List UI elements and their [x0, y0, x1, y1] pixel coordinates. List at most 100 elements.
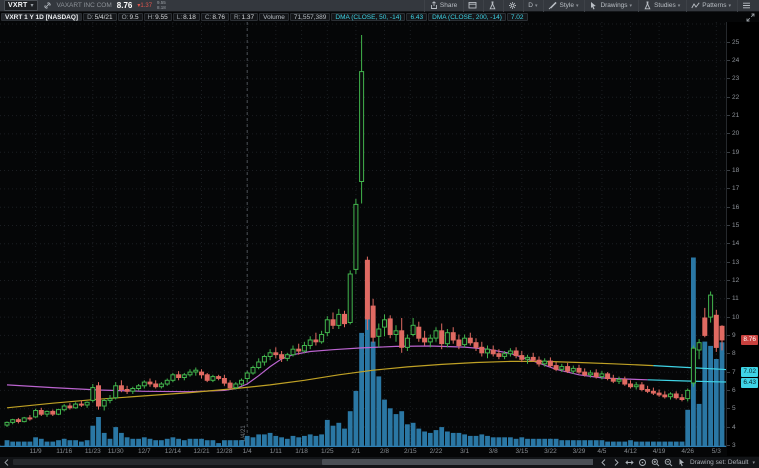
volume-bar — [56, 440, 61, 446]
drawing-set-label[interactable]: Drawing set: Default — [689, 459, 749, 466]
candle-down — [96, 385, 101, 407]
header-segment-9[interactable]: DMA (CLOSE, 50, -14) — [331, 13, 406, 21]
volume-bar — [84, 440, 90, 446]
volume-bar — [496, 437, 502, 446]
candle-up — [599, 373, 605, 378]
day-high: 9.55 — [157, 0, 166, 5]
candle-up — [587, 372, 593, 376]
dma-projection-200 — [653, 365, 727, 371]
time-label: 11/23 — [84, 448, 101, 455]
panel-button[interactable] — [463, 0, 481, 12]
candle-down — [422, 337, 428, 343]
volume-bar — [673, 441, 679, 446]
price-tick: 16 — [727, 203, 739, 212]
pan-left-button[interactable] — [599, 458, 608, 467]
volume-bar — [456, 432, 462, 446]
chart-settings-button[interactable] — [503, 0, 521, 12]
volume-bar — [244, 435, 250, 447]
cursor-icon — [589, 1, 598, 10]
panel-icon — [468, 1, 477, 10]
volume-bar — [616, 441, 622, 446]
volume-bar — [21, 441, 27, 446]
time-label: 12/14 — [164, 448, 182, 455]
candle-up — [101, 400, 107, 407]
drawings-button[interactable]: Drawings ▾ — [584, 0, 636, 12]
volume-bar — [90, 425, 96, 446]
link-icon[interactable] — [43, 1, 52, 10]
volume-bar — [302, 435, 307, 447]
candle-down — [342, 313, 347, 325]
volume-bar — [639, 441, 645, 446]
chevron-down-icon: ▾ — [30, 2, 34, 9]
expand-icon[interactable] — [743, 13, 758, 21]
time-label: 1/11 — [269, 448, 282, 455]
volume-bar — [159, 440, 164, 446]
header-segment-7[interactable]: Volume — [259, 13, 289, 21]
candle-down — [673, 393, 679, 399]
candle-up — [410, 324, 416, 335]
pan-right-button[interactable] — [612, 458, 621, 467]
price-tick: 5 — [727, 404, 736, 413]
candle-up — [525, 356, 530, 360]
auto-scale-button[interactable] — [625, 458, 634, 467]
patterns-button[interactable]: Patterns ▾ — [686, 0, 735, 12]
quick-study-button[interactable] — [483, 0, 501, 12]
zoom-out-button[interactable] — [664, 458, 673, 467]
time-label: 11/30 — [107, 448, 124, 455]
volume-bar — [445, 431, 450, 446]
volume-bar — [593, 440, 599, 446]
volume-bar — [33, 437, 38, 446]
time-label: 4/26 — [681, 448, 695, 455]
zoom-in-button[interactable] — [651, 458, 660, 467]
dma-projection-50 — [647, 379, 727, 383]
studies-button[interactable]: Studies ▾ — [638, 0, 684, 12]
volume-bar — [319, 434, 324, 446]
volume-bar — [399, 411, 405, 446]
chart-menu-button[interactable] — [737, 0, 755, 12]
price-axis[interactable]: 3 4 5 6 7 8 9 10 11 12 13 14 15 16 17 18 19 20 21 22 23 24 25 8… — [726, 22, 759, 456]
share-button[interactable]: Share — [423, 0, 461, 12]
volume-bar — [27, 441, 33, 446]
candle-up — [485, 348, 490, 354]
candle-down — [713, 314, 719, 348]
volume-bar — [222, 440, 227, 446]
price-change: ▾1.37 — [137, 3, 153, 9]
header-segment-0[interactable]: VXRT 1 Y 1D [NASDAQ] — [1, 13, 83, 21]
candle-down — [650, 390, 656, 394]
pointer-mode-button[interactable] — [677, 458, 686, 467]
volume-bar — [708, 345, 713, 446]
volume-bar — [107, 438, 113, 447]
aggregation-button[interactable]: D ▾ — [523, 0, 541, 12]
time-label: 2/15 — [403, 448, 417, 455]
candle-down — [50, 410, 56, 415]
scrollbar-thumb[interactable] — [322, 459, 636, 465]
volume-bar — [668, 441, 673, 446]
time-axis[interactable]: 11/9 11/16 11/23 11/30 12/7 12/14 12/21 12/28 1/… — [0, 447, 727, 456]
volume-bar — [702, 341, 708, 446]
time-label: 1/4 — [242, 448, 252, 455]
candle-down — [565, 366, 571, 372]
header-segment-11[interactable]: DMA (CLOSE, 200, -14) — [428, 13, 506, 21]
scrollbar-left-arrow[interactable] — [2, 458, 11, 466]
candle-down — [313, 339, 319, 343]
candle-up — [336, 313, 342, 326]
candle-down — [416, 326, 422, 339]
symbol-input[interactable]: VXRT ▾ — [4, 0, 38, 11]
candle-up — [33, 410, 39, 418]
volume-bar — [685, 409, 691, 447]
volume-bar — [365, 282, 370, 446]
time-label: 3/29 — [572, 448, 586, 455]
volume-bar — [565, 440, 570, 446]
candle-up — [382, 319, 387, 328]
candle-down — [216, 376, 222, 379]
chevron-down-icon: ▾ — [575, 2, 579, 9]
chart-canvas[interactable]: 1/4/21 — [0, 22, 727, 447]
reset-zoom-button[interactable] — [638, 458, 647, 467]
style-button[interactable]: Style ▾ — [543, 0, 582, 12]
volume-bar — [141, 437, 147, 446]
price-tick: 19 — [727, 148, 739, 157]
candle-up — [570, 367, 576, 372]
volume-bar — [382, 399, 387, 446]
volume-bar — [199, 438, 204, 447]
